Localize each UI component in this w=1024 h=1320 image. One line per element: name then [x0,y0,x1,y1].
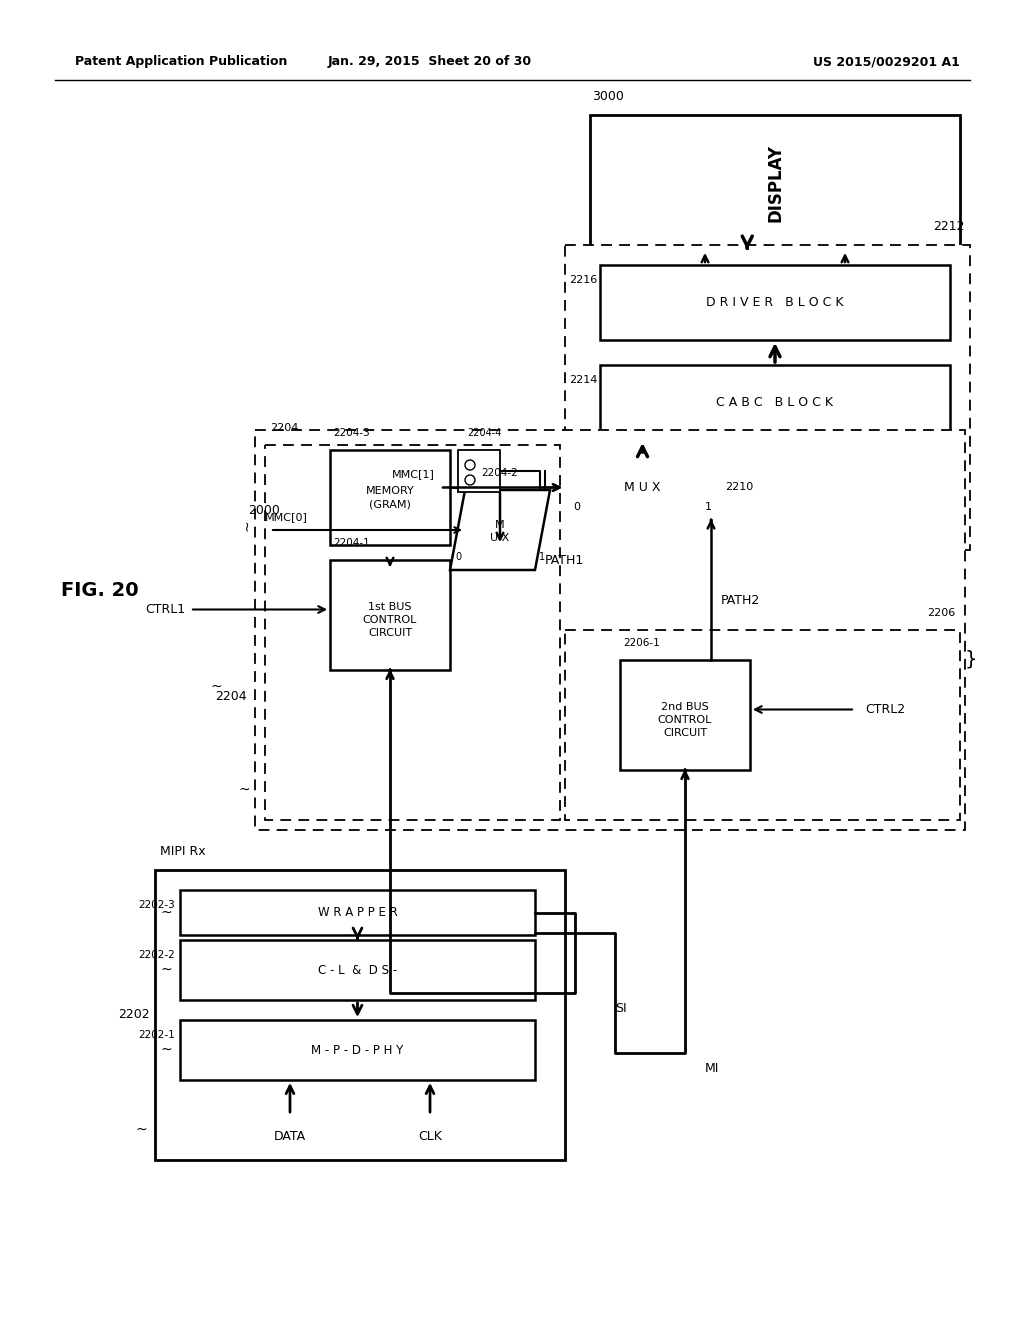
Text: ~: ~ [161,906,172,920]
Bar [180,890,535,935]
Text: 2204: 2204 [270,422,298,433]
Text: ~: ~ [161,1043,172,1057]
Text: Jan. 29, 2015  Sheet 20 of 30: Jan. 29, 2015 Sheet 20 of 30 [328,55,532,69]
Text: M U X: M U X [625,480,660,494]
Bar [600,366,950,440]
Text: 2206-1: 2206-1 [623,638,659,648]
Text: M: M [496,520,505,531]
Text: 1: 1 [539,552,545,562]
Text: PATH2: PATH2 [721,594,760,606]
Text: 2204-3: 2204-3 [333,428,370,438]
Text: 2202-2: 2202-2 [138,950,175,960]
Text: 2000: 2000 [248,503,280,516]
Text: 2204-4: 2204-4 [467,428,501,438]
Text: CONTROL: CONTROL [362,615,417,624]
Text: PATH1: PATH1 [545,553,585,566]
Text: 2216: 2216 [568,275,597,285]
Bar [565,455,720,520]
Bar [330,560,450,671]
Circle shape [465,459,475,470]
Text: ~: ~ [240,519,254,531]
Text: 2202: 2202 [119,1008,150,1022]
Text: 1: 1 [705,502,712,512]
Text: SI: SI [615,1002,627,1015]
Bar [458,450,500,492]
Text: 2204-2: 2204-2 [481,469,518,478]
Bar [620,660,750,770]
Text: 0: 0 [455,552,461,562]
Text: 2204: 2204 [215,690,247,704]
Text: U X: U X [490,533,510,543]
Text: 2202-1: 2202-1 [138,1030,175,1040]
Text: CTRL1: CTRL1 [144,603,185,616]
Bar [330,450,450,545]
Text: 2nd BUS: 2nd BUS [662,702,709,711]
Text: CIRCUIT: CIRCUIT [663,729,707,738]
Bar [255,430,965,830]
Text: Patent Application Publication: Patent Application Publication [75,55,288,69]
Text: DISPLAY: DISPLAY [766,144,784,222]
Text: ~: ~ [161,964,172,977]
Text: D R I V E R   B L O C K: D R I V E R B L O C K [707,296,844,309]
Text: ~: ~ [239,783,250,797]
Text: MMC[1]: MMC[1] [392,470,435,479]
Text: DATA: DATA [274,1130,306,1143]
Text: 2212: 2212 [934,220,965,234]
Text: 2214: 2214 [568,375,597,385]
Bar [565,630,961,820]
Text: US 2015/0029201 A1: US 2015/0029201 A1 [813,55,961,69]
Text: MI: MI [705,1063,720,1076]
Text: ~: ~ [135,1123,147,1137]
Text: 2202-3: 2202-3 [138,900,175,909]
Text: M - P - D - P H Y: M - P - D - P H Y [311,1044,403,1056]
Text: 3000: 3000 [592,90,624,103]
Text: FIG. 20: FIG. 20 [61,581,139,599]
Text: MEMORY: MEMORY [366,486,415,495]
Bar [180,940,535,1001]
Text: C A B C   B L O C K: C A B C B L O C K [717,396,834,409]
Text: CLK: CLK [418,1130,442,1143]
Text: 1st BUS: 1st BUS [369,602,412,612]
Bar [565,246,970,550]
Bar [180,1020,535,1080]
Text: 2204-1: 2204-1 [333,539,370,548]
Bar [590,115,961,249]
Polygon shape [450,490,550,570]
Circle shape [465,475,475,484]
Text: 0: 0 [573,502,580,512]
Bar [600,265,950,341]
Text: ~: ~ [210,680,221,694]
Bar [155,870,565,1160]
Text: CIRCUIT: CIRCUIT [368,628,412,638]
Text: CTRL2: CTRL2 [865,704,905,715]
Text: W R A P P E R: W R A P P E R [317,906,397,919]
Bar [265,445,560,820]
Text: (GRAM): (GRAM) [369,499,411,510]
Text: CONTROL: CONTROL [657,715,712,725]
Text: }: } [965,649,978,669]
Text: 2210: 2210 [725,483,754,492]
Text: C - L  &  D S -: C - L & D S - [317,964,397,977]
Text: MIPI Rx: MIPI Rx [160,845,206,858]
Text: MMC[0]: MMC[0] [265,512,308,521]
Text: 2206: 2206 [927,609,955,618]
